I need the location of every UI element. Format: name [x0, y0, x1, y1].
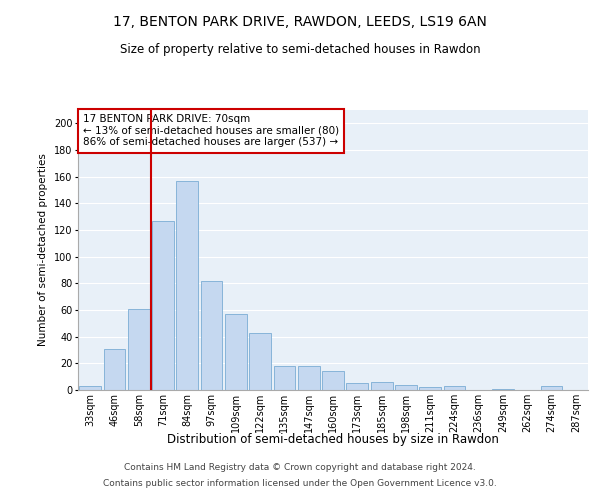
Text: 17 BENTON PARK DRIVE: 70sqm
← 13% of semi-detached houses are smaller (80)
86% o: 17 BENTON PARK DRIVE: 70sqm ← 13% of sem… — [83, 114, 339, 148]
Bar — [492, 388, 514, 390]
Bar — [395, 384, 417, 390]
Text: Contains public sector information licensed under the Open Government Licence v3: Contains public sector information licen… — [103, 478, 497, 488]
Bar — [541, 386, 562, 390]
Bar — [322, 372, 344, 390]
Bar — [200, 280, 223, 390]
Bar — [104, 348, 125, 390]
Bar — [371, 382, 392, 390]
Bar — [419, 388, 441, 390]
Bar — [79, 386, 101, 390]
Bar — [176, 180, 198, 390]
Bar — [225, 314, 247, 390]
Bar — [274, 366, 295, 390]
Text: Distribution of semi-detached houses by size in Rawdon: Distribution of semi-detached houses by … — [167, 432, 499, 446]
Y-axis label: Number of semi-detached properties: Number of semi-detached properties — [38, 154, 49, 346]
Text: Contains HM Land Registry data © Crown copyright and database right 2024.: Contains HM Land Registry data © Crown c… — [124, 464, 476, 472]
Bar — [346, 384, 368, 390]
Bar — [298, 366, 320, 390]
Bar — [152, 220, 174, 390]
Bar — [443, 386, 466, 390]
Bar — [249, 332, 271, 390]
Bar — [128, 308, 149, 390]
Text: Size of property relative to semi-detached houses in Rawdon: Size of property relative to semi-detach… — [119, 42, 481, 56]
Text: 17, BENTON PARK DRIVE, RAWDON, LEEDS, LS19 6AN: 17, BENTON PARK DRIVE, RAWDON, LEEDS, LS… — [113, 15, 487, 29]
